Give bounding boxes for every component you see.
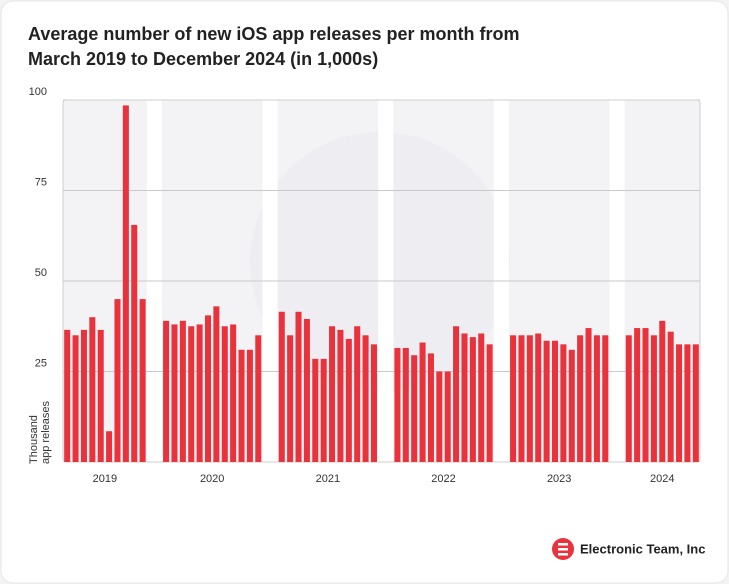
chart-title: Average number of new iOS app releases p… bbox=[28, 24, 519, 44]
y-axis-label: Thousand bbox=[28, 415, 40, 464]
bar bbox=[568, 349, 575, 462]
bar bbox=[469, 337, 476, 462]
bar bbox=[255, 335, 262, 462]
bar bbox=[213, 306, 220, 462]
bar bbox=[312, 358, 319, 462]
bar bbox=[518, 335, 525, 462]
y-tick-label: 50 bbox=[35, 267, 47, 279]
y-tick-label: 100 bbox=[29, 86, 47, 98]
bar bbox=[179, 320, 186, 462]
y-axis-label: app releases bbox=[40, 401, 52, 464]
bar bbox=[221, 326, 228, 462]
bar bbox=[370, 344, 377, 462]
chart-title: March 2019 to December 2024 (in 1,000s) bbox=[28, 49, 378, 69]
y-tick-label: 75 bbox=[35, 176, 47, 188]
x-tick-label: 2022 bbox=[431, 473, 455, 485]
bar bbox=[287, 335, 294, 462]
bar bbox=[642, 328, 649, 462]
bar bbox=[436, 371, 443, 462]
bar bbox=[345, 338, 352, 462]
bar bbox=[593, 335, 600, 462]
bar bbox=[510, 335, 517, 462]
bar bbox=[97, 329, 104, 462]
bar bbox=[543, 340, 550, 462]
bar bbox=[684, 344, 691, 462]
bar bbox=[411, 355, 418, 462]
bar bbox=[329, 326, 336, 462]
bar bbox=[196, 324, 203, 462]
bar bbox=[114, 299, 121, 462]
bar bbox=[394, 347, 401, 462]
bar bbox=[667, 331, 674, 462]
x-tick-label: 2020 bbox=[200, 473, 224, 485]
bar bbox=[551, 340, 559, 462]
bar bbox=[354, 326, 361, 462]
bar bbox=[80, 329, 87, 462]
bar bbox=[89, 317, 96, 462]
bar bbox=[204, 315, 212, 462]
x-tick-label: 2023 bbox=[547, 473, 571, 485]
plot-border bbox=[62, 99, 701, 463]
bar bbox=[188, 326, 195, 462]
bar bbox=[238, 349, 245, 462]
x-tick-label: 2021 bbox=[316, 473, 340, 485]
bar bbox=[402, 347, 409, 462]
bar bbox=[230, 324, 237, 462]
bar bbox=[625, 335, 632, 462]
bar bbox=[362, 335, 369, 462]
bar bbox=[171, 324, 178, 462]
bar bbox=[659, 320, 666, 462]
bar bbox=[303, 319, 310, 462]
bar bbox=[444, 371, 451, 462]
bar bbox=[278, 311, 285, 462]
bar bbox=[650, 335, 657, 462]
bar bbox=[585, 328, 592, 462]
bar bbox=[295, 311, 302, 462]
logo bbox=[558, 553, 568, 556]
x-tick-label: 2019 bbox=[93, 473, 117, 485]
bar bbox=[560, 344, 567, 462]
bar bbox=[478, 333, 485, 462]
bar bbox=[139, 299, 146, 462]
bar bbox=[106, 431, 113, 462]
bar bbox=[602, 335, 609, 462]
bar bbox=[453, 326, 460, 462]
source: Electronic Team, Inc bbox=[580, 541, 705, 556]
bar bbox=[419, 342, 426, 462]
bar bbox=[535, 333, 542, 462]
bar bbox=[461, 333, 468, 462]
y-tick-label: 25 bbox=[35, 357, 47, 369]
x-tick-label: 2024 bbox=[650, 473, 674, 485]
logo bbox=[558, 543, 568, 546]
bar bbox=[320, 358, 327, 462]
bar bbox=[337, 329, 344, 462]
bar bbox=[526, 335, 533, 462]
bar bbox=[676, 344, 683, 462]
logo bbox=[558, 548, 568, 551]
bar bbox=[131, 224, 138, 462]
bar bbox=[246, 349, 253, 462]
bar bbox=[427, 353, 434, 462]
bar bbox=[577, 335, 584, 462]
bar bbox=[486, 344, 493, 462]
bar bbox=[72, 335, 79, 462]
bar bbox=[163, 320, 170, 462]
bar bbox=[634, 328, 641, 462]
bar bbox=[64, 329, 71, 462]
bar bbox=[122, 105, 129, 463]
bar bbox=[692, 344, 699, 462]
